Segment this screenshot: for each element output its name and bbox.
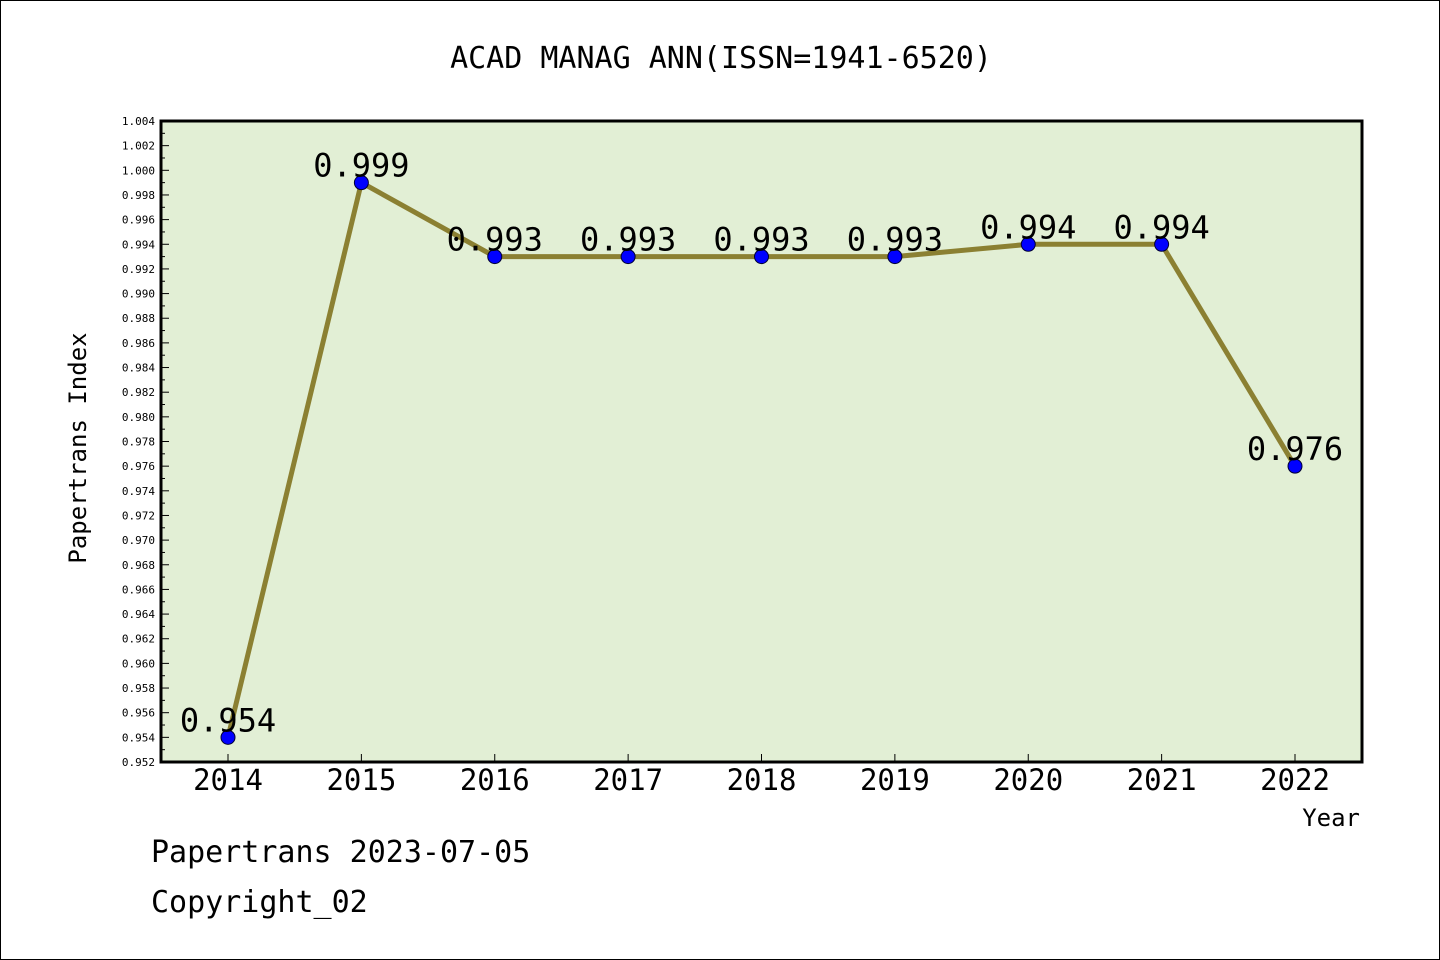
x-tick-label: 2022 [1260, 763, 1330, 797]
x-tick-label: 2015 [326, 763, 396, 797]
data-point-marker [220, 729, 236, 745]
x-tick-label: 2020 [993, 763, 1063, 797]
y-tick-label: 0.994 [122, 238, 155, 251]
footer-copyright-text: Copyright_02 [151, 885, 368, 920]
data-point-marker [1154, 236, 1170, 252]
chart-title: ACAD MANAG ANN(ISSN=1941-6520) [450, 41, 992, 76]
x-tick-label: 2016 [460, 763, 530, 797]
x-tick-label: 2014 [193, 763, 263, 797]
y-tick-label: 0.956 [122, 707, 155, 720]
x-tick-label: 2019 [860, 763, 930, 797]
data-point-marker [887, 249, 903, 265]
y-tick-label: 0.970 [122, 534, 155, 547]
y-tick-label: 0.996 [122, 214, 155, 227]
y-tick-label: 0.966 [122, 583, 155, 596]
y-tick-label: 0.976 [122, 460, 155, 473]
y-axis: 0.952 0.954 0.956 0.958 0.960 0.962 0.964 0.966… [122, 115, 169, 769]
data-point-marker [1020, 236, 1036, 252]
data-point-marker [754, 249, 769, 265]
data-point-label: 0.993 [447, 221, 543, 259]
data-point-marker [620, 249, 636, 265]
data-point-label: 0.993 [847, 221, 943, 259]
data-point-label: 0.993 [713, 221, 809, 259]
y-tick-label: 1.000 [122, 164, 155, 177]
y-tick-label: 0.992 [122, 263, 155, 276]
data-point-label: 0.994 [980, 208, 1076, 246]
data-point-label: 0.976 [1247, 430, 1343, 468]
y-tick-label: 0.972 [122, 509, 155, 522]
y-tick-label: 1.004 [122, 115, 155, 128]
footer-date-text: Papertrans 2023-07-05 [151, 835, 531, 870]
x-tick-label: 2017 [593, 763, 663, 797]
x-tick-label: 2021 [1127, 763, 1197, 797]
y-tick-label: 0.952 [122, 756, 155, 769]
x-axis: 2014 2015 2016 2017 2018 2019 2020 2021 2022 [193, 754, 1330, 797]
data-labels: 0.954 0.999 0.993 0.993 0.993 0.993 0.994 0.994… [180, 147, 1343, 740]
data-point-label: 0.994 [1113, 208, 1209, 246]
y-tick-label: 0.968 [122, 559, 155, 572]
plot-area [159, 119, 1364, 764]
y-tick-label: 0.982 [122, 386, 155, 399]
y-tick-label: 0.998 [122, 189, 155, 202]
data-point-marker [353, 175, 369, 191]
data-point-marker [487, 249, 503, 265]
x-axis-label: Year [1302, 804, 1360, 832]
y-tick-label: 1.002 [122, 140, 155, 153]
data-point-label: 0.993 [580, 221, 676, 259]
y-tick-label: 0.984 [122, 362, 155, 375]
x-tick-label: 2018 [727, 763, 797, 797]
y-tick-label: 0.958 [122, 682, 155, 695]
data-point-label: 0.954 [180, 701, 276, 739]
y-tick-label: 0.954 [122, 731, 155, 744]
y-tick-label: 0.988 [122, 312, 155, 325]
data-markers [220, 175, 1303, 745]
y-tick-label: 0.962 [122, 633, 155, 646]
y-tick-label: 0.990 [122, 288, 155, 301]
y-axis-label: Papertrans Index [64, 332, 92, 563]
y-tick-label: 0.974 [122, 485, 155, 498]
y-tick-label: 0.980 [122, 411, 155, 424]
y-tick-label: 0.986 [122, 337, 155, 350]
y-tick-label: 0.978 [122, 436, 155, 449]
data-point-label: 0.999 [313, 147, 409, 185]
data-point-marker [1287, 458, 1303, 474]
y-tick-label: 0.960 [122, 657, 155, 670]
y-tick-label: 0.964 [122, 608, 155, 621]
